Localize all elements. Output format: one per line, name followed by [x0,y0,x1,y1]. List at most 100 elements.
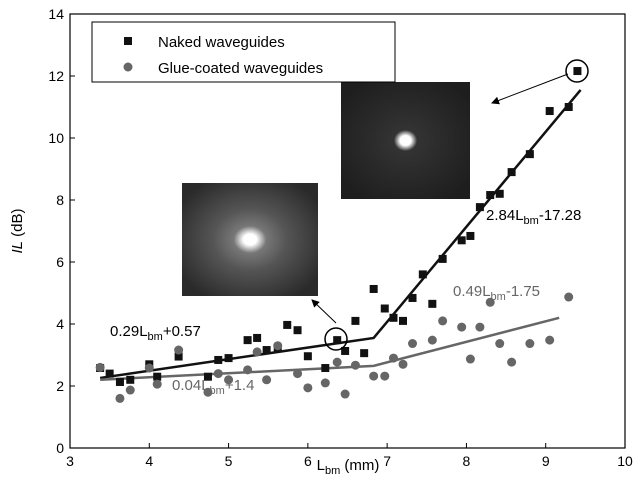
fit-equation: 0.49Lbm-1.75 [453,283,540,303]
point [475,203,484,212]
y-tick-label: 0 [56,440,64,456]
point [369,284,378,293]
x-tick-label: 9 [542,453,550,469]
point [126,375,135,384]
x-tick-label: 7 [383,453,391,469]
y-tick-label: 8 [56,192,64,208]
point [408,339,418,349]
point [495,189,504,198]
fit-equation: 2.84Lbm-17.28 [486,207,581,227]
point [427,335,437,345]
point [224,375,234,385]
point [203,372,212,381]
highlight-circle [565,59,589,83]
point [252,347,262,357]
point [174,352,183,361]
point [253,333,262,342]
x-axis-label: Lbm (mm) [317,457,380,477]
point [293,369,303,379]
point [475,322,485,332]
point [303,352,312,361]
equation-part: 0.04L [172,377,210,394]
point [466,231,475,240]
point [389,313,398,322]
point [495,339,505,349]
point [485,297,495,307]
y-tick-label: 6 [56,254,64,270]
point [273,341,283,351]
point [457,322,467,332]
arrow [311,299,337,324]
point [152,379,162,389]
point [388,353,398,363]
point [525,150,534,159]
x-tick-label: 3 [66,453,74,469]
point [341,346,350,355]
plot-frame [69,13,626,449]
point [398,359,408,369]
point [203,387,213,397]
point [486,191,495,200]
equation-part: -17.28 [539,207,582,224]
x-tick-label: 5 [225,453,233,469]
point [507,357,517,367]
point [380,371,390,381]
point [144,363,154,373]
point [105,369,114,378]
point [369,371,379,381]
point [333,336,342,345]
point [283,320,292,329]
point [380,304,389,313]
x-tick-label: 10 [617,453,633,469]
y-tick-label: 12 [48,68,64,84]
point [115,393,125,403]
point [123,62,133,72]
point [545,107,554,116]
point [320,378,330,388]
legend [91,21,396,83]
point [303,383,313,393]
point [350,360,360,370]
point [351,316,360,325]
point [438,254,447,263]
x-tick-label: 4 [145,453,153,469]
equation-part: bm [491,291,506,303]
point [360,349,369,358]
y-axis-label: IL (dB) [9,208,26,253]
point [262,375,272,385]
x-tick-label: 8 [463,453,471,469]
point [224,354,233,363]
equation-part: +1.4 [225,377,255,394]
highlight-circle [324,327,348,351]
point [418,270,427,279]
equation-part: bm [524,215,539,227]
equation-part: 0.29L [110,323,148,340]
y-tick-label: 10 [48,130,64,146]
point [262,346,271,355]
point [465,354,475,364]
point [428,299,437,308]
point [174,345,184,355]
point [125,385,135,395]
point [243,336,252,345]
point [214,355,223,364]
arrow [491,73,569,105]
equation-part: bm [148,331,163,343]
point [332,357,342,367]
point [507,168,516,177]
point [564,103,573,111]
point [573,67,582,76]
point [153,372,162,381]
point [321,364,330,373]
y-tick-label: 4 [56,316,64,332]
legend-label: Glue-coated waveguides [158,60,323,77]
point [124,37,132,45]
fit-equation: 0.04Lbm+1.4 [172,377,254,397]
equation-part: -1.75 [506,283,540,300]
inset-image [341,82,470,199]
point [340,389,350,399]
equation-part: bm [210,385,225,397]
point [545,335,555,345]
point [213,369,223,379]
